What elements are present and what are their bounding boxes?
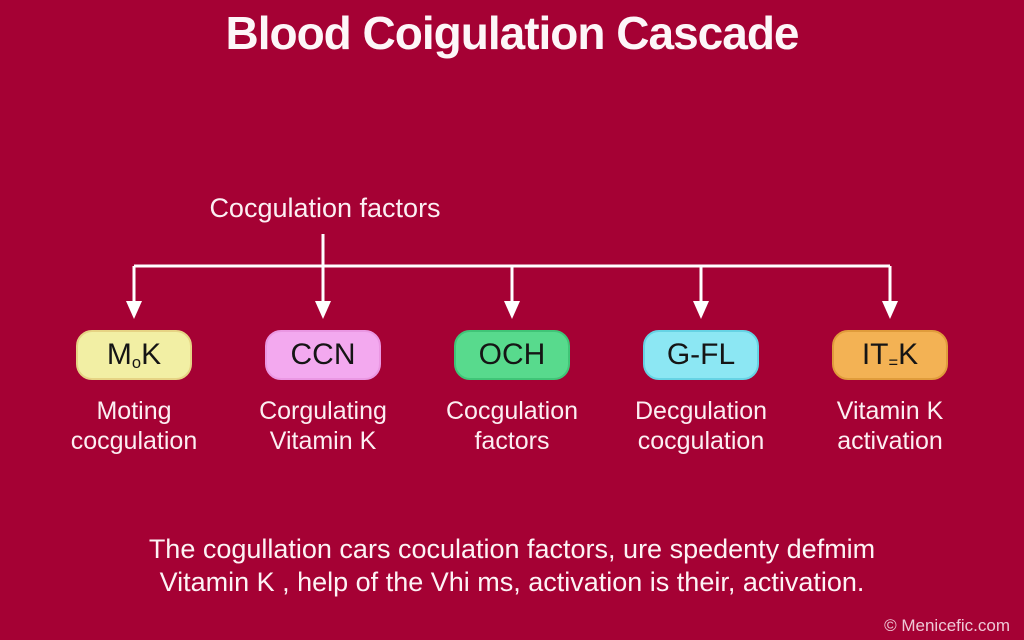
arrowhead-icon: [315, 301, 331, 319]
caption-text: The cogullation cars coculation factors,…: [0, 533, 1024, 599]
arrowhead-icon: [504, 301, 520, 319]
node-label-line-1: Cocgulation: [445, 397, 579, 425]
node-code: MoK: [107, 338, 161, 372]
node-box: IT=K: [832, 330, 948, 380]
node-box: CCN: [265, 330, 381, 380]
node-label-line-2: Vitamin K: [269, 427, 377, 455]
node-label: Cocgulation factors: [417, 396, 607, 456]
node-label: Corgulating Vitamin K: [228, 396, 418, 456]
node-code: IT=K: [862, 338, 918, 372]
node-code-pre: G-FL: [666, 338, 736, 371]
node-box: MoK: [76, 330, 192, 380]
node-code-subscript: =: [888, 354, 899, 373]
node-code-post: K: [898, 338, 919, 371]
node-code: G-FL: [667, 338, 735, 372]
node-column: G-FL Decgulation cocgulation: [606, 330, 796, 456]
node-code-pre: CCN: [290, 338, 356, 371]
node-column: CCN Corgulating Vitamin K: [228, 330, 418, 456]
page-title: Blood Coigulation Cascade: [225, 7, 799, 59]
node-code: CCN: [291, 338, 356, 372]
caption-line-2: Vitamin K , help of the Vhi ms, activati…: [159, 567, 865, 597]
node-code-post: K: [141, 338, 162, 371]
node-code-pre: IT: [861, 338, 889, 371]
node-code: OCH: [479, 338, 546, 372]
watermark: © Menicefic.com: [884, 616, 1010, 635]
root-node-label: Cocgulation factors: [209, 193, 441, 223]
node-label-line-1: Decgulation: [634, 397, 768, 425]
arrowhead-icon: [693, 301, 709, 319]
node-label-line-1: Vitamin K: [836, 397, 944, 425]
caption-line-1: The cogullation cars coculation factors,…: [148, 534, 876, 564]
node-label-line-2: cocgulation: [637, 427, 765, 455]
node-label-line-1: Corgulating: [259, 397, 387, 425]
node-label-line-1: Moting: [96, 397, 172, 425]
node-column: OCH Cocgulation factors: [417, 330, 607, 456]
node-label-line-2: activation: [837, 427, 943, 455]
arrowhead-icon: [126, 301, 142, 319]
node-box: G-FL: [643, 330, 759, 380]
node-label: Moting cocgulation: [39, 396, 229, 456]
node-label-line-2: factors: [474, 427, 550, 455]
node-code-pre: OCH: [478, 338, 546, 371]
node-column: MoK Moting cocgulation: [39, 330, 229, 456]
arrowhead-icon: [882, 301, 898, 319]
node-label: Decgulation cocgulation: [606, 396, 796, 456]
node-label-line-2: cocgulation: [70, 427, 198, 455]
node-box: OCH: [454, 330, 570, 380]
node-code-pre: M: [106, 338, 132, 371]
node-code-subscript: o: [131, 354, 142, 373]
